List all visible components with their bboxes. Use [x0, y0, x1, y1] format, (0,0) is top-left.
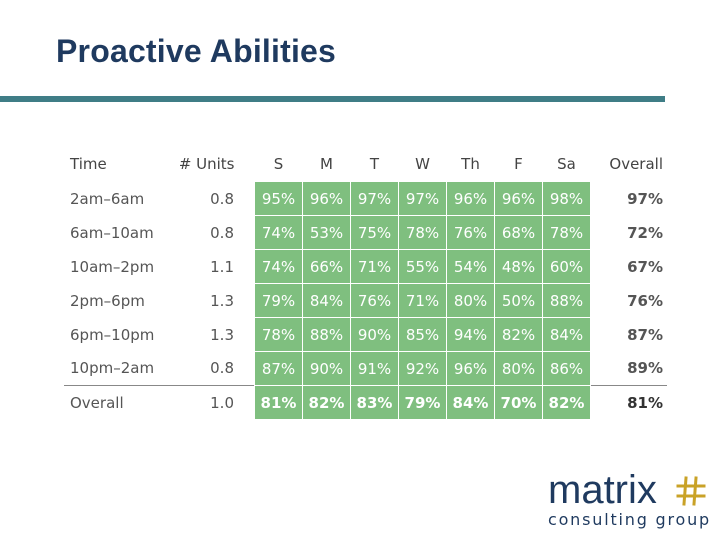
cell-day-percent: 95% — [254, 181, 303, 216]
table-row: 6am–10am 0.8 74% 53% 75% 78% 76% 68% 78% 72% — [64, 215, 667, 250]
slide-title: Proactive Abilities — [56, 33, 337, 69]
cell-units: 1.3 — [210, 325, 234, 344]
hash-grid-icon — [676, 476, 706, 506]
cell-day-percent: 75% — [350, 215, 399, 250]
table-row: 10pm–2am 0.8 87% 90% 91% 92% 96% 80% 86% 89% — [64, 351, 667, 386]
cell-day-percent: 81% — [254, 385, 303, 420]
cell-day-percent: 60% — [542, 249, 591, 284]
matrix-logo: matrix consulting group — [548, 470, 718, 532]
cell-day-percent: 74% — [254, 215, 303, 250]
header-units: # Units — [178, 154, 235, 173]
cell-time: 10am–2pm — [70, 257, 155, 276]
cell-time: Overall — [64, 385, 162, 420]
cell-day-percent: 53% — [302, 215, 351, 250]
cell-day-percent: 96% — [494, 181, 543, 216]
cell-day-percent: 82% — [542, 385, 591, 420]
cell-day-percent: 96% — [302, 181, 351, 216]
cell-day-percent: 96% — [446, 351, 495, 386]
header-saturday: Sa — [557, 154, 576, 173]
title-divider — [0, 96, 665, 102]
cell-units: 0.8 — [210, 359, 234, 378]
cell-day-percent: 70% — [494, 385, 543, 420]
cell-time: 10pm–2am — [70, 359, 155, 378]
header-monday: M — [320, 154, 333, 173]
cell-day-percent: 78% — [542, 215, 591, 250]
cell-day-percent: 97% — [398, 181, 447, 216]
cell-day-percent: 66% — [302, 249, 351, 284]
header-time: Time — [70, 154, 107, 173]
cell-day-percent: 94% — [446, 317, 495, 352]
cell-day-percent: 55% — [398, 249, 447, 284]
cell-day-percent: 48% — [494, 249, 543, 284]
table-header-row: Time # Units S M T W Th F Sa Overall — [64, 146, 667, 182]
cell-day-percent: 88% — [302, 317, 351, 352]
cell-units: 1.1 — [210, 257, 234, 276]
cell-time: 2pm–6pm — [70, 291, 145, 310]
cell-overall: 67% — [627, 257, 663, 276]
cell-day-percent: 91% — [350, 351, 399, 386]
table-row: 2am–6am 0.8 95% 96% 97% 97% 96% 96% 98% 97% — [64, 181, 667, 216]
cell-day-percent: 98% — [542, 181, 591, 216]
cell-day-percent: 84% — [446, 385, 495, 420]
cell-day-percent: 68% — [494, 215, 543, 250]
cell-day-percent: 80% — [494, 351, 543, 386]
cell-day-percent: 78% — [398, 215, 447, 250]
cell-time: 6pm–10pm — [70, 325, 155, 344]
cell-day-percent: 71% — [350, 249, 399, 284]
cell-day-percent: 92% — [398, 351, 447, 386]
logo-wordmark: matrix — [548, 468, 657, 512]
coverage-table: Time # Units S M T W Th F Sa Overall 2am… — [64, 146, 667, 420]
cell-day-percent: 88% — [542, 283, 591, 318]
cell-overall: 89% — [627, 359, 663, 378]
cell-day-percent: 78% — [254, 317, 303, 352]
cell-overall: 97% — [627, 189, 663, 208]
cell-day-percent: 80% — [446, 283, 495, 318]
header-thursday: Th — [461, 154, 480, 173]
cell-units: 0.8 — [210, 223, 234, 242]
cell-day-percent: 79% — [254, 283, 303, 318]
cell-time: 2am–6am — [70, 189, 145, 208]
cell-day-percent: 82% — [494, 317, 543, 352]
cell-day-percent: 86% — [542, 351, 591, 386]
header-sunday: S — [273, 154, 284, 173]
cell-overall: 76% — [627, 291, 663, 310]
table-row: 6pm–10pm 1.3 78% 88% 90% 85% 94% 82% 84% 87% — [64, 317, 667, 352]
cell-day-percent: 87% — [254, 351, 303, 386]
cell-day-percent: 82% — [302, 385, 351, 420]
cell-overall: 87% — [627, 325, 663, 344]
cell-day-percent: 84% — [302, 283, 351, 318]
cell-overall: 72% — [627, 223, 663, 242]
cell-day-percent: 79% — [398, 385, 447, 420]
cell-day-percent: 90% — [350, 317, 399, 352]
table-row: 10am–2pm 1.1 74% 66% 71% 55% 54% 48% 60% 67% — [64, 249, 667, 284]
cell-time: 6am–10am — [70, 223, 154, 242]
cell-day-percent: 76% — [446, 215, 495, 250]
header-tuesday: T — [369, 154, 380, 173]
cell-day-percent: 84% — [542, 317, 591, 352]
header-wednesday: W — [415, 154, 430, 173]
cell-units: 1.3 — [210, 291, 234, 310]
cell-day-percent: 83% — [350, 385, 399, 420]
cell-overall: 81% — [590, 385, 667, 420]
cell-day-percent: 74% — [254, 249, 303, 284]
header-friday: F — [514, 154, 523, 173]
header-overall: Overall — [609, 154, 663, 173]
cell-day-percent: 50% — [494, 283, 543, 318]
cell-day-percent: 54% — [446, 249, 495, 284]
cell-day-percent: 90% — [302, 351, 351, 386]
cell-units: 1.0 — [162, 385, 255, 420]
cell-day-percent: 76% — [350, 283, 399, 318]
cell-day-percent: 85% — [398, 317, 447, 352]
table-row: 2pm–6pm 1.3 79% 84% 76% 71% 80% 50% 88% 76% — [64, 283, 667, 318]
table-row-overall: Overall 1.0 81% 82% 83% 79% 84% 70% 82% 81% — [64, 385, 667, 420]
cell-day-percent: 97% — [350, 181, 399, 216]
cell-day-percent: 71% — [398, 283, 447, 318]
cell-day-percent: 96% — [446, 181, 495, 216]
cell-units: 0.8 — [210, 189, 234, 208]
logo-tagline: consulting group — [548, 510, 712, 529]
